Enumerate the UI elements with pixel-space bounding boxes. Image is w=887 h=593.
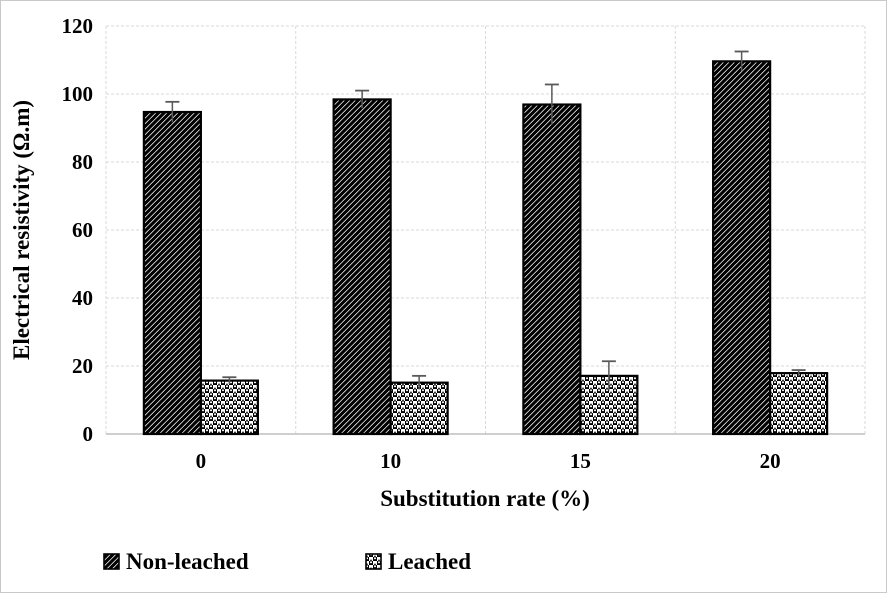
- x-axis-title: Substitution rate (%): [380, 486, 590, 511]
- y-tick-label: 100: [62, 82, 94, 106]
- y-axis-title: Electrical resistivity (Ω.m): [9, 100, 34, 360]
- legend-swatch-leached: [365, 553, 382, 570]
- x-tick-label: 20: [760, 449, 781, 473]
- bar-leached-20: [769, 372, 829, 436]
- x-tick-label: 15: [570, 449, 591, 473]
- bars: [142, 60, 829, 436]
- y-axis-tick-labels: 0 20 40 60 80 100 120: [62, 14, 94, 446]
- x-tick-label: 0: [196, 449, 207, 473]
- bar-non-leached-15: [522, 103, 582, 436]
- legend-swatch-non-leached: [103, 553, 120, 570]
- legend: Non-leached Leached: [103, 549, 471, 574]
- y-tick-label: 120: [62, 14, 94, 38]
- legend-label-leached: Leached: [388, 549, 471, 574]
- bar-leached-10: [389, 381, 449, 436]
- error-bars: [165, 50, 806, 391]
- y-tick-label: 0: [83, 422, 94, 446]
- y-tick-label: 60: [72, 218, 93, 242]
- bar-non-leached-20: [712, 60, 772, 436]
- bar-non-leached-10: [332, 98, 392, 436]
- x-axis-tick-labels: 0 10 15 20: [196, 449, 781, 473]
- legend-label-non-leached: Non-leached: [126, 549, 249, 574]
- y-tick-label: 80: [72, 150, 93, 174]
- bar-leached-0: [199, 379, 259, 436]
- y-tick-label: 40: [72, 286, 93, 310]
- x-tick-label: 10: [380, 449, 401, 473]
- y-tick-label: 20: [72, 354, 93, 378]
- bar-non-leached-0: [142, 110, 202, 436]
